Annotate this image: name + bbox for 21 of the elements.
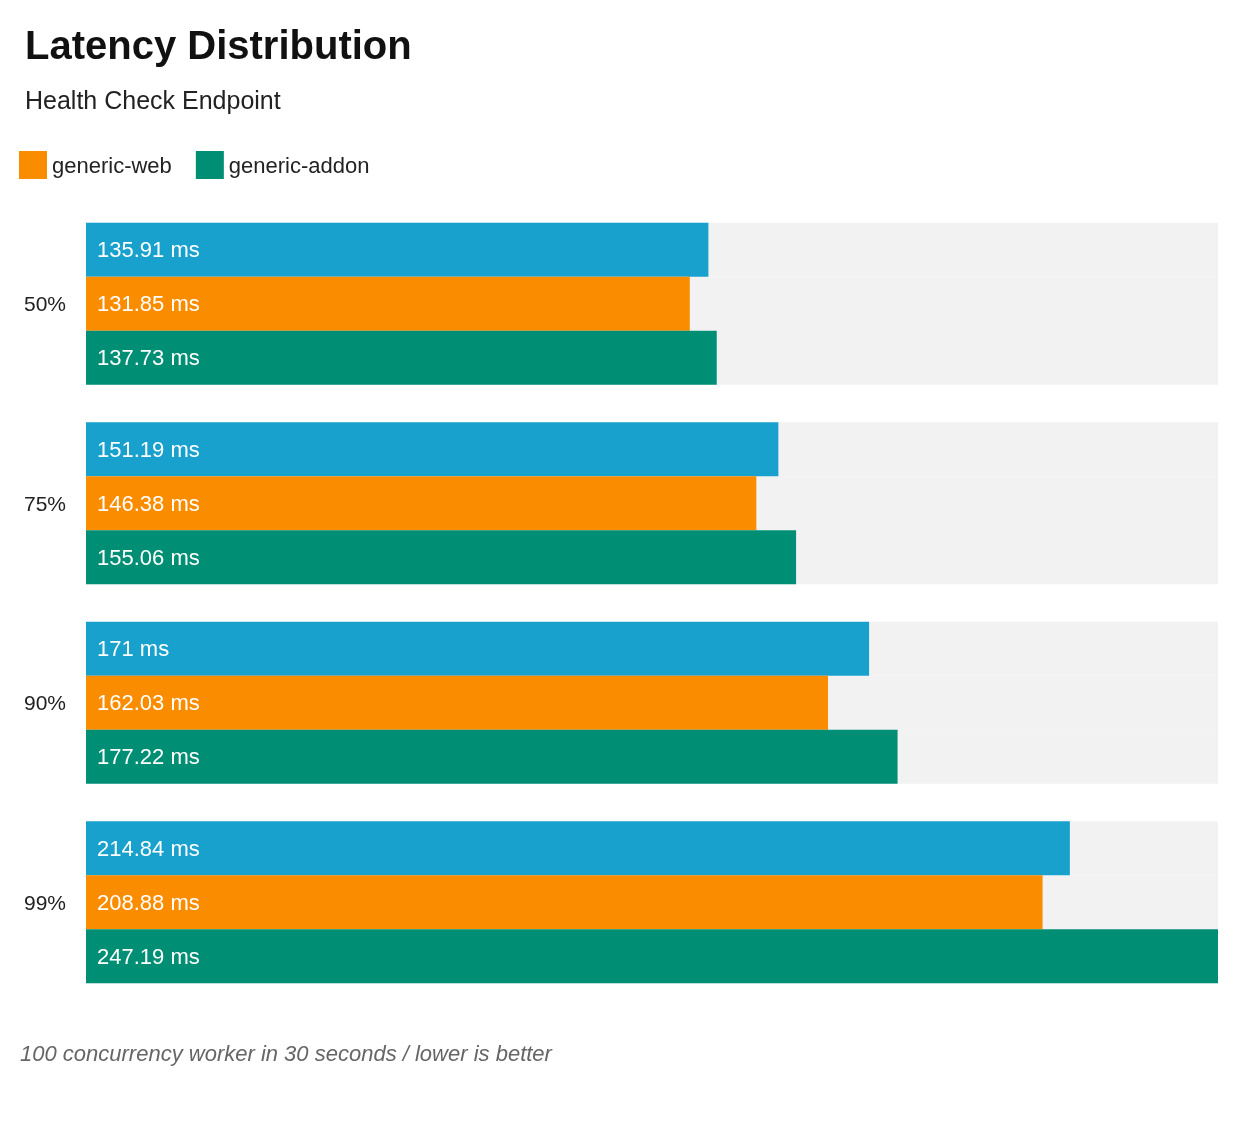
legend-label: generic-web bbox=[52, 152, 172, 178]
data-label: 131.85 ms bbox=[97, 291, 200, 317]
y-tick-label: 99% bbox=[23, 890, 66, 914]
data-label: 214.84 ms bbox=[97, 835, 200, 861]
data-label: 146.38 ms bbox=[97, 490, 200, 516]
text: 100 concurrency worker in 30 seconds / lower is better bbox=[20, 1040, 554, 1066]
data-label: 177.22 ms bbox=[97, 744, 200, 770]
chart-subtitle: Health Check Endpoint bbox=[25, 85, 281, 114]
y-tick-label: 90% bbox=[23, 691, 66, 715]
chart-title: Latency Distribution bbox=[25, 23, 412, 67]
data-label: 247.19 ms bbox=[97, 943, 200, 969]
data-label: 208.88 ms bbox=[97, 889, 200, 915]
legend-label: generic-addon bbox=[228, 152, 370, 178]
data-label: 137.73 ms bbox=[97, 345, 200, 371]
y-tick-label: 50% bbox=[23, 292, 66, 316]
data-label: 151.19 ms bbox=[97, 436, 200, 462]
data-label: 162.03 ms bbox=[97, 690, 200, 716]
data-label: 171 ms bbox=[97, 636, 170, 662]
data-label: 155.06 ms bbox=[97, 544, 200, 570]
data-label: 135.91 ms bbox=[97, 237, 200, 263]
y-tick-label: 75% bbox=[23, 491, 66, 515]
